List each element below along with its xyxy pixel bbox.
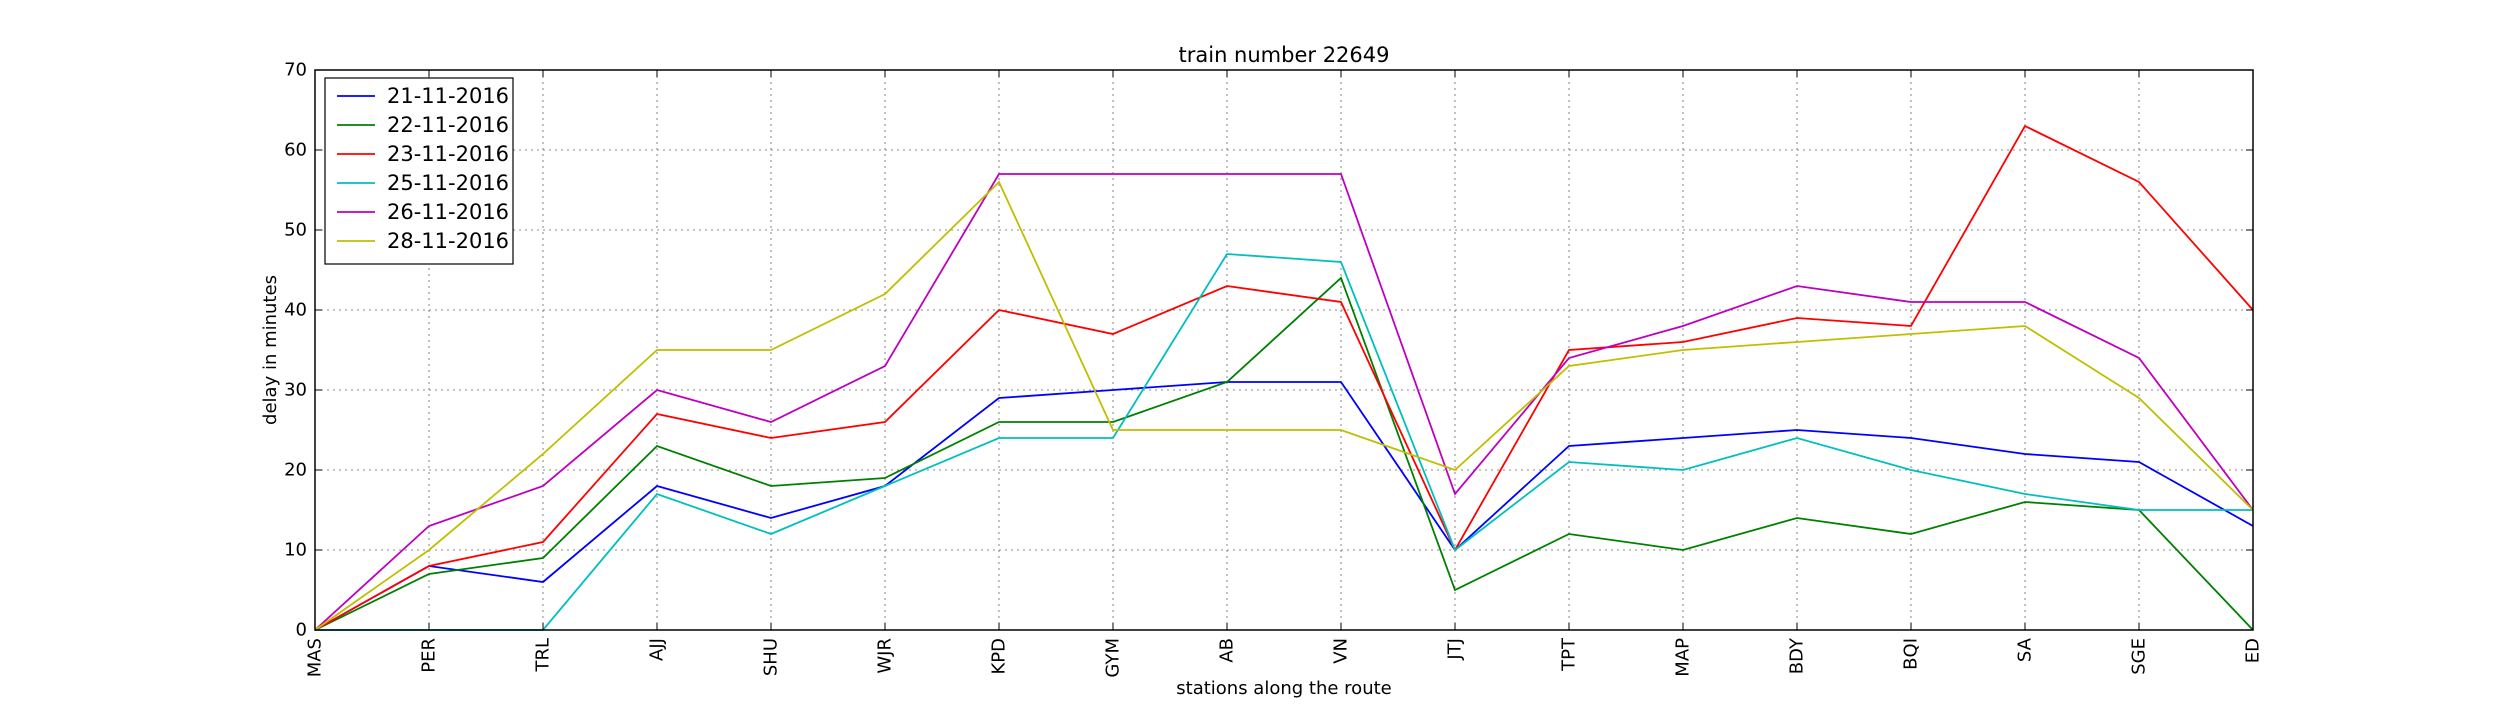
y-tick-label: 40 — [284, 300, 307, 321]
x-tick-label: SHU — [761, 638, 782, 676]
x-tick-label: SGE — [2129, 638, 2150, 675]
x-tick-label: BDY — [1787, 637, 1808, 674]
legend-label: 26-11-2016 — [387, 200, 509, 224]
x-tick-label: MAS — [305, 638, 326, 677]
y-tick-label: 0 — [296, 620, 307, 641]
x-tick-label: GYM — [1103, 638, 1124, 678]
y-axis-title: delay in minutes — [260, 275, 281, 425]
y-tick-label: 70 — [284, 60, 307, 81]
x-tick-label: KPD — [989, 638, 1010, 675]
series-line-26-11-2016 — [314, 173, 2254, 631]
series-line-23-11-2016 — [314, 124, 2254, 631]
x-axis-title: stations along the route — [1176, 678, 1391, 699]
x-tick-label: VN — [1331, 638, 1352, 664]
x-tick-label: MAP — [1673, 638, 1694, 677]
x-tick-label: TRL — [533, 638, 554, 673]
x-tick-label: BQI — [1901, 638, 1922, 670]
y-axis-ticks: 0 10 20 30 40 50 60 70 — [284, 60, 2253, 641]
y-tick-label: 50 — [284, 220, 307, 241]
series-line-21-11-2016 — [314, 381, 2254, 631]
series-line-22-11-2016 — [314, 276, 2254, 631]
y-tick-label: 30 — [284, 380, 307, 401]
y-tick-label: 60 — [284, 140, 307, 161]
legend-box — [324, 77, 514, 265]
y-tick-label: 10 — [284, 540, 307, 561]
series-lines — [314, 124, 2254, 631]
legend: 21-11-2016 22-11-2016 23-11-2016 25-11-2016… — [324, 77, 514, 265]
x-tick-label: WJR — [875, 638, 896, 674]
chart-title: train number 22649 — [1179, 43, 1390, 67]
legend-label: 25-11-2016 — [387, 171, 509, 195]
series-line-25-11-2016 — [315, 253, 2253, 631]
legend-label: 21-11-2016 — [387, 84, 509, 108]
legend-label: 23-11-2016 — [387, 142, 509, 166]
x-tick-label: PER — [419, 638, 440, 673]
x-tick-label: TPT — [1559, 637, 1580, 672]
x-tick-label: AB — [1217, 638, 1238, 663]
x-tick-label: SA — [2015, 637, 2036, 662]
legend-label: 28-11-2016 — [387, 229, 509, 253]
x-axis-ticks: MAS PER TRL AJJ SHU WJR KPD GYM AB VN JTJ TPT MAP BDY… — [305, 70, 2264, 678]
x-tick-label: ED — [2243, 638, 2264, 663]
y-tick-label: 20 — [284, 460, 307, 481]
x-tick-label: AJJ — [647, 638, 668, 661]
x-tick-label: JTJ — [1445, 638, 1466, 661]
legend-label: 22-11-2016 — [387, 113, 509, 137]
series-line-28-11-2016 — [314, 180, 2254, 631]
plot-frame — [314, 69, 2254, 631]
